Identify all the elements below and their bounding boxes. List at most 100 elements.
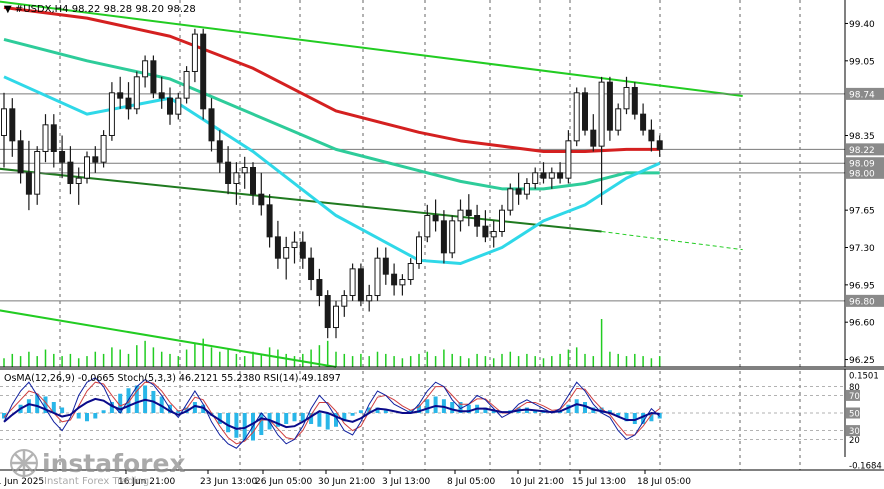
candle xyxy=(200,28,207,120)
price-tag: 98.22 xyxy=(846,143,884,156)
candle xyxy=(1,92,7,168)
candle xyxy=(548,167,555,189)
candle xyxy=(233,162,240,205)
indicator-tick-label: 20 xyxy=(849,436,860,446)
volume-bar xyxy=(443,349,445,367)
time-tick-label: 3 Jul 13:00 xyxy=(382,477,431,487)
osma-bar xyxy=(417,404,421,413)
volume-bar xyxy=(335,351,337,367)
time-tick-label: 16 Jun 21:00 xyxy=(118,477,175,487)
price-tag-label: 96.80 xyxy=(849,297,875,307)
volume-bar xyxy=(194,343,196,367)
candle xyxy=(92,146,99,173)
candle xyxy=(59,135,66,179)
volume-bar xyxy=(36,356,38,367)
candle xyxy=(349,263,356,301)
volume-bar xyxy=(409,356,412,367)
osma-bar xyxy=(35,393,40,413)
volume-bar xyxy=(86,356,88,367)
volume-bar xyxy=(625,356,628,367)
moving-average-line xyxy=(3,75,661,266)
logo-icon xyxy=(10,449,38,477)
time-tick-label: 10 Jul 21:00 xyxy=(510,477,564,487)
time-tick-label: 8 Jul 05:00 xyxy=(447,477,496,487)
volume-bar xyxy=(542,358,545,367)
volume-bar xyxy=(492,358,495,367)
volume-bar xyxy=(451,353,453,367)
candle xyxy=(299,231,306,269)
time-tick-label: 15 Jul 13:00 xyxy=(572,477,626,487)
volume-bar xyxy=(526,353,528,367)
indicator-tick-label: -0.1684 xyxy=(849,462,882,472)
osma-bar xyxy=(358,410,363,413)
candle xyxy=(308,247,315,291)
osma-bar xyxy=(607,410,612,413)
instaforex-logo: instaforex Instant Forex Trading xyxy=(10,449,186,487)
volume-bar xyxy=(459,356,462,367)
time-tick-label: 23 Jun 13:00 xyxy=(200,477,257,487)
volume-bar xyxy=(144,340,146,367)
osma-bar xyxy=(408,410,413,413)
volume-bar xyxy=(351,356,354,367)
volume-bar xyxy=(219,351,221,367)
candle xyxy=(482,210,489,243)
volume-bar xyxy=(152,347,155,367)
candle xyxy=(75,167,82,205)
osma-bar xyxy=(325,413,330,430)
price-tick-label: 97.30 xyxy=(849,244,875,254)
volume-bar xyxy=(210,347,213,367)
candle xyxy=(25,140,32,211)
price-tag: 98.00 xyxy=(846,166,884,179)
volume-bar xyxy=(160,351,163,367)
osma-bar xyxy=(118,393,123,413)
candle xyxy=(631,82,638,120)
volume-bar xyxy=(260,353,263,367)
volume-bar xyxy=(310,349,312,367)
volume-bar xyxy=(277,349,279,367)
osma-bar xyxy=(159,396,164,413)
volume-bar xyxy=(559,353,561,367)
candle xyxy=(474,204,481,237)
volume-bar xyxy=(318,345,321,367)
candle xyxy=(407,258,414,285)
candle xyxy=(175,92,182,120)
volume-bar xyxy=(385,353,387,367)
logo-tagline: Instant Forex Trading xyxy=(44,476,149,487)
volume-bar xyxy=(177,356,180,367)
indicator-pane xyxy=(0,377,845,449)
volume-bar xyxy=(426,351,429,367)
osma-bar xyxy=(334,413,338,427)
osma-bar xyxy=(109,402,114,413)
candle xyxy=(216,130,223,173)
candle xyxy=(125,82,132,120)
osma-bar xyxy=(624,413,629,422)
candle xyxy=(50,114,57,168)
candle xyxy=(67,146,74,195)
osma-bar xyxy=(317,413,322,427)
volume-bar xyxy=(243,356,246,367)
candle xyxy=(499,204,505,237)
candle xyxy=(133,71,140,115)
volume-bar xyxy=(44,349,47,367)
candle xyxy=(142,55,149,88)
candle xyxy=(183,66,190,104)
volume-bar xyxy=(326,340,329,367)
osma-bar xyxy=(309,413,314,424)
volume-bar xyxy=(28,351,30,367)
osma-bar xyxy=(350,413,355,416)
indicator-tick-label: 30 xyxy=(849,427,860,437)
candle xyxy=(573,87,580,147)
candle xyxy=(440,210,447,264)
osma-bar xyxy=(292,413,297,422)
price-tag: 98.09 xyxy=(846,157,884,170)
time-tick-label: 11 Jun 2025 xyxy=(0,477,44,487)
candle xyxy=(324,290,331,339)
candle xyxy=(416,231,422,269)
candle xyxy=(523,178,530,200)
osma-bar xyxy=(583,402,587,413)
candle xyxy=(540,162,547,184)
moving-average-line xyxy=(3,5,660,153)
candle xyxy=(366,284,373,312)
osma-bar xyxy=(259,413,264,435)
osma-bar xyxy=(51,402,56,413)
